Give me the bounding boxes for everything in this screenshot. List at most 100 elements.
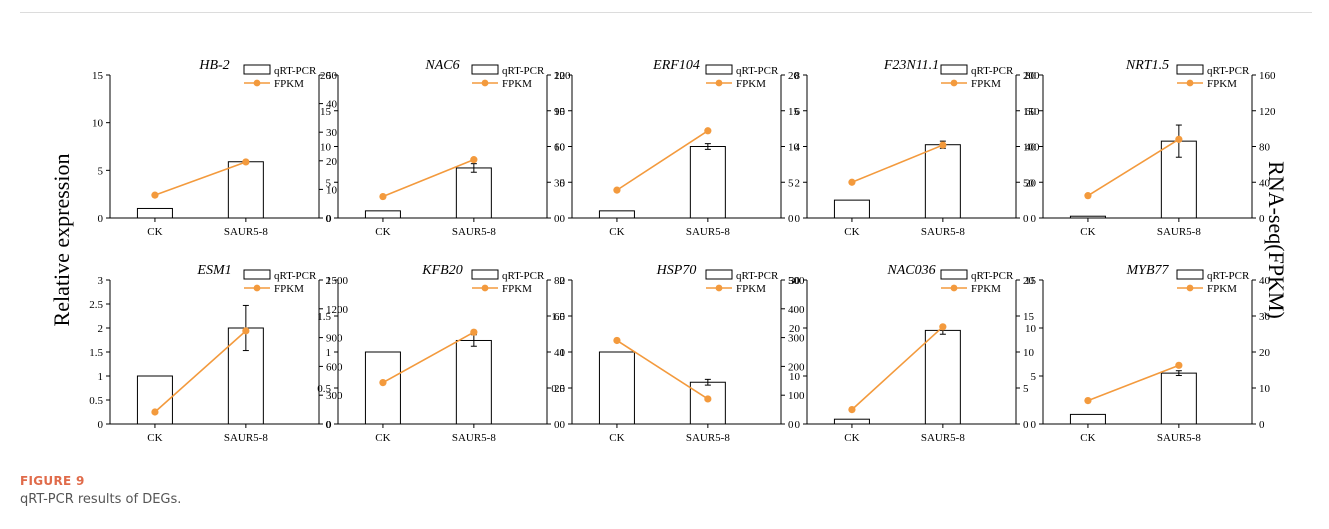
legend-label-qrt-pcr: qRT-PCR xyxy=(971,270,1014,282)
legend-label-qrt-pcr: qRT-PCR xyxy=(274,270,317,282)
y-right-tick-label: 0 xyxy=(326,213,332,225)
y-left-tick-label: 5 xyxy=(1031,371,1037,383)
y-right-tick-label: 10 xyxy=(788,142,800,154)
fpkm-point xyxy=(939,323,947,331)
fpkm-point xyxy=(1175,135,1183,143)
x-tick-label: SAUR5-8 xyxy=(452,432,497,444)
y-right-tick-label: 15 xyxy=(788,106,800,118)
y-right-tick-label: 80 xyxy=(554,275,566,287)
y-right-tick-label: 20 xyxy=(1259,347,1271,359)
chart-title: ERF104 xyxy=(652,58,700,73)
y-left-tick-label: 20 xyxy=(320,70,332,82)
y-left-tick-label: 10 xyxy=(1025,323,1037,335)
legend-label-fpkm: FPKM xyxy=(274,78,304,90)
legend-label-qrt-pcr: qRT-PCR xyxy=(274,65,317,77)
y-right-tick-label: 60 xyxy=(554,142,566,154)
fpkm-point xyxy=(379,192,387,201)
chart-title: HSP70 xyxy=(656,263,697,278)
y-right-tick-label: 0 xyxy=(1023,213,1029,225)
chart-title: HB-2 xyxy=(198,58,229,73)
legend-label-qrt-pcr: qRT-PCR xyxy=(1207,65,1250,77)
y-left-tick-label: 1 xyxy=(326,347,332,359)
legend-bar-swatch xyxy=(471,64,499,75)
y-left-tick-label: 1 xyxy=(560,347,566,359)
fpkm-line xyxy=(851,326,944,411)
fpkm-point xyxy=(704,127,712,135)
bar xyxy=(227,161,264,219)
legend-bar-swatch xyxy=(471,269,499,280)
y-left-tick-label: 0 xyxy=(98,213,104,225)
y-left-tick-label: 0 xyxy=(560,213,566,225)
y-left-tick-label: 0 xyxy=(1031,419,1037,431)
legend-bar-swatch xyxy=(940,64,968,75)
y-left-tick-label: 2.5 xyxy=(89,299,103,311)
fpkm-point xyxy=(1084,192,1092,200)
bar xyxy=(455,339,492,425)
y-right-tick-label: 20 xyxy=(1023,275,1035,287)
y-left-tick-label: 6 xyxy=(795,106,801,118)
y-left-tick-label: 1.5 xyxy=(89,347,103,359)
y-right-tick-label: 0 xyxy=(788,213,794,225)
fpkm-point xyxy=(613,186,621,194)
bar xyxy=(598,351,635,425)
y-axis-label-left: Relative expression xyxy=(49,153,74,327)
legend-line-marker xyxy=(1186,79,1194,87)
y-left-tick-label: 2 xyxy=(795,177,801,189)
fpkm-line xyxy=(1087,364,1180,402)
legend-line-marker xyxy=(481,79,489,87)
y-right-tick-label: 500 xyxy=(788,275,805,287)
legend-label-fpkm: FPKM xyxy=(274,283,304,295)
legend-line-marker xyxy=(950,79,958,87)
y-left-tick-label: 10 xyxy=(554,142,566,154)
fpkm-line xyxy=(382,158,475,198)
bar xyxy=(364,210,401,219)
y-left-tick-label: 1.5 xyxy=(317,311,331,323)
x-tick-label: CK xyxy=(147,226,162,238)
chart-title: ESM1 xyxy=(196,263,231,278)
chart-title: MYB77 xyxy=(1126,263,1170,278)
bar xyxy=(833,199,870,219)
y-right-tick-label: 15 xyxy=(1023,311,1035,323)
y-right-tick-label: 5 xyxy=(1023,383,1029,395)
y-left-tick-label: 30 xyxy=(789,275,801,287)
y-left-tick-label: 0 xyxy=(795,419,801,431)
chart-title: KFB20 xyxy=(421,263,462,278)
x-tick-label: SAUR5-8 xyxy=(686,226,731,238)
y-left-tick-label: 20 xyxy=(789,323,801,335)
x-tick-label: SAUR5-8 xyxy=(1157,226,1202,238)
legend-bar-swatch xyxy=(1176,64,1204,75)
legend-label-qrt-pcr: qRT-PCR xyxy=(736,65,779,77)
y-right-tick-label: 10 xyxy=(1023,347,1035,359)
y-right-tick-label: 10 xyxy=(1259,383,1271,395)
y-right-tick-label: 0 xyxy=(1023,419,1029,431)
legend-bar-swatch xyxy=(243,269,271,280)
y-left-tick-label: 4 xyxy=(795,142,801,154)
y-right-tick-label: 0 xyxy=(788,419,794,431)
y-right-tick-label: 20 xyxy=(554,383,566,395)
y-right-tick-label: 10 xyxy=(326,184,338,196)
y-right-tick-label: 40 xyxy=(554,347,566,359)
fpkm-point xyxy=(613,336,621,345)
x-tick-label: CK xyxy=(375,432,390,444)
y-left-tick-label: 10 xyxy=(789,371,801,383)
bar xyxy=(455,167,492,219)
x-tick-label: SAUR5-8 xyxy=(224,226,269,238)
bar xyxy=(924,144,961,219)
y-left-tick-label: 3 xyxy=(98,275,104,287)
y-left-tick-label: 5 xyxy=(98,165,104,177)
y-left-tick-label: 10 xyxy=(320,142,332,154)
legend-label-fpkm: FPKM xyxy=(736,283,766,295)
legend-line-marker xyxy=(950,284,958,292)
y-right-tick-label: 20 xyxy=(788,70,800,82)
y-right-tick-label: 1500 xyxy=(326,275,349,287)
bar xyxy=(1069,215,1106,219)
legend-line-marker xyxy=(1186,284,1194,292)
y-left-tick-label: 8 xyxy=(795,70,801,82)
bar xyxy=(689,146,726,219)
y-right-tick-label: 150 xyxy=(1023,106,1040,118)
y-left-tick-label: 15 xyxy=(1025,275,1037,287)
bar xyxy=(689,381,726,425)
fpkm-point xyxy=(1175,361,1183,369)
